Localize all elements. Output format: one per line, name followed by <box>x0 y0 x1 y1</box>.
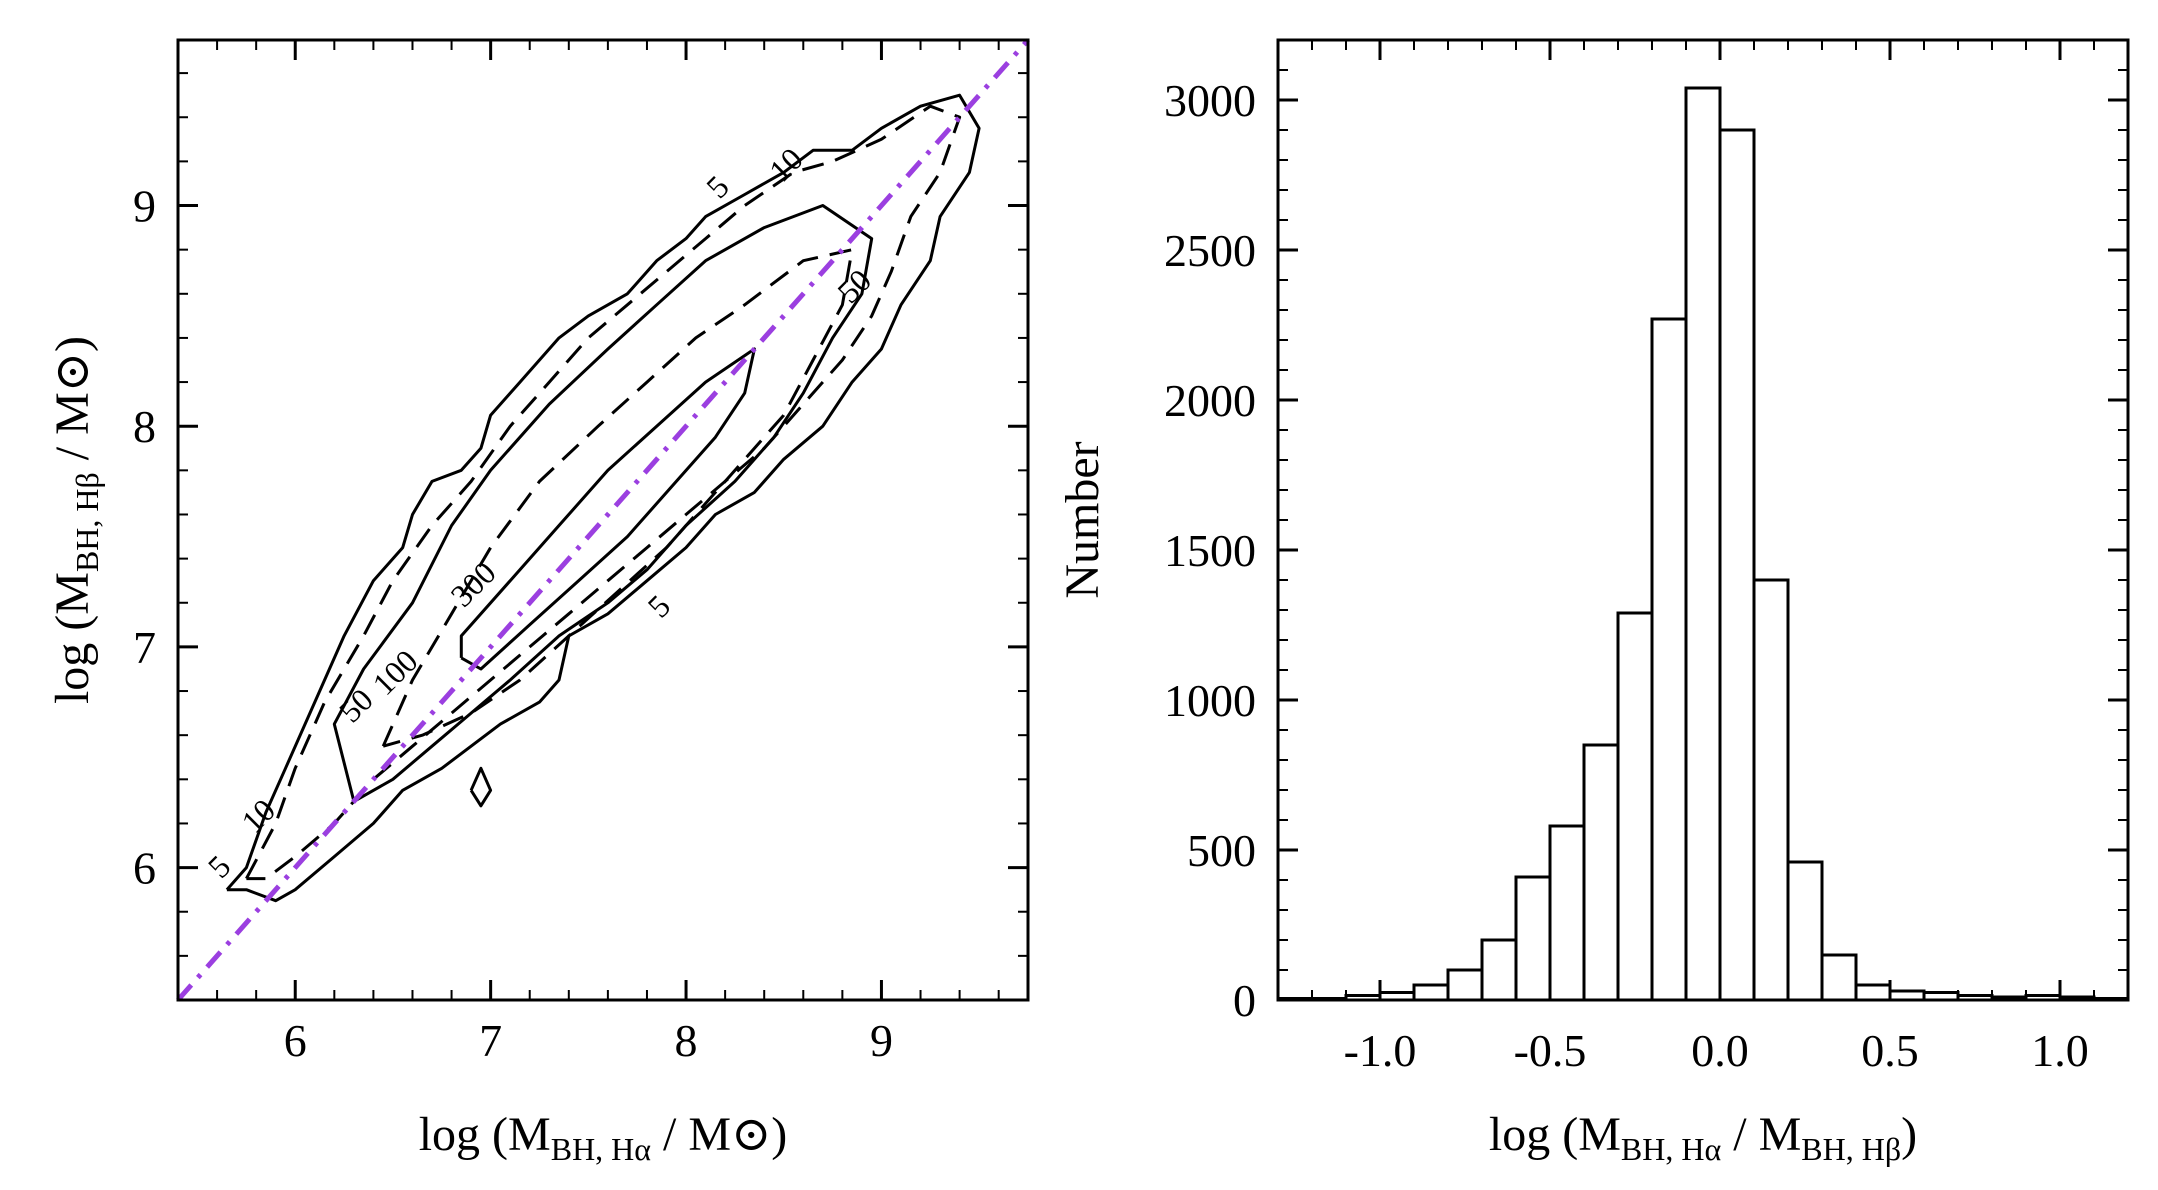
contour-level-5 <box>225 93 981 903</box>
y-tick-label: 2500 <box>1164 225 1256 276</box>
histogram-bar <box>1446 968 1484 1002</box>
contour-level-5 <box>469 766 493 808</box>
histogram-bar <box>1786 860 1824 1002</box>
histogram-bar <box>1412 983 1450 1002</box>
histogram-bar <box>1820 953 1858 1002</box>
y-tick-label: 6 <box>133 843 156 894</box>
y-tick-label: 2000 <box>1164 375 1256 426</box>
left-plot-frame <box>176 38 1030 1002</box>
right-ticks: -1.0 -0.5 0.0 0.5 1.0 0 500 1000 1500 2000 2500 300… <box>1164 40 2129 1076</box>
x-tick-label: -0.5 <box>1514 1025 1587 1076</box>
contour-label: 300 <box>443 554 502 613</box>
x-tick-label: 0.5 <box>1861 1025 1919 1076</box>
histogram-bar <box>1718 128 1756 1002</box>
contour-label: 50 <box>332 681 380 729</box>
histogram-bar <box>1480 938 1518 1002</box>
y-tick-label: 500 <box>1187 825 1256 876</box>
right-x-axis-title: log (MBH, Hα / MBH, Hβ) <box>1489 1108 1917 1167</box>
contour-lines <box>225 93 981 903</box>
y-tick-label: 7 <box>133 622 156 673</box>
contour-level-100 <box>381 248 854 748</box>
x-tick-label: 6 <box>284 1015 307 1066</box>
x-tick-label: 8 <box>675 1015 698 1066</box>
x-tick-label: -1.0 <box>1344 1025 1417 1076</box>
contour-label: 50 <box>830 262 878 310</box>
y-tick-label: 9 <box>133 181 156 232</box>
left-x-axis-title: log (MBH, Hα / M⊙) <box>419 1108 788 1167</box>
contour-label: 5 <box>640 588 677 625</box>
histogram-bars <box>1276 86 2130 1002</box>
contour-label: 5 <box>699 168 736 205</box>
y-tick-label: 1000 <box>1164 675 1256 726</box>
y-tick-label: 1500 <box>1164 525 1256 576</box>
one-to-one-line <box>176 38 1030 1002</box>
histogram-bar <box>1854 983 1892 1002</box>
histogram-bar <box>1752 578 1790 1002</box>
histogram-bar <box>1548 824 1586 1002</box>
x-tick-label: 1.0 <box>2031 1025 2089 1076</box>
histogram-bar <box>1582 743 1620 1002</box>
left-ticks: 6 7 8 9 6 7 8 9 <box>133 40 1028 1066</box>
left-y-axis-title: log (MBH, Hβ / M⊙) <box>46 336 105 704</box>
x-tick-label: 0.0 <box>1691 1025 1749 1076</box>
contour-label: 10 <box>234 792 282 840</box>
contour-level-50 <box>332 204 874 803</box>
contour-level-300 <box>459 347 756 671</box>
contour-label: 5 <box>201 848 238 885</box>
contour-label: 100 <box>365 643 424 702</box>
y-tick-label: 8 <box>133 401 156 452</box>
contour-level-10 <box>245 104 962 881</box>
histogram-bar <box>1650 317 1688 1002</box>
histogram-bar <box>1616 611 1654 1002</box>
histogram-bar <box>1684 86 1722 1002</box>
histogram-bar <box>1514 875 1552 1002</box>
x-tick-label: 7 <box>479 1015 502 1066</box>
y-tick-label: 3000 <box>1164 75 1256 126</box>
right-y-axis-title: Number <box>1056 441 1109 598</box>
y-tick-label: 0 <box>1233 975 1256 1026</box>
x-tick-label: 9 <box>870 1015 893 1066</box>
histogram-panel: -1.0 -0.5 0.0 0.5 1.0 0 500 1000 1500 2000 2500 300… <box>1056 38 2130 1167</box>
